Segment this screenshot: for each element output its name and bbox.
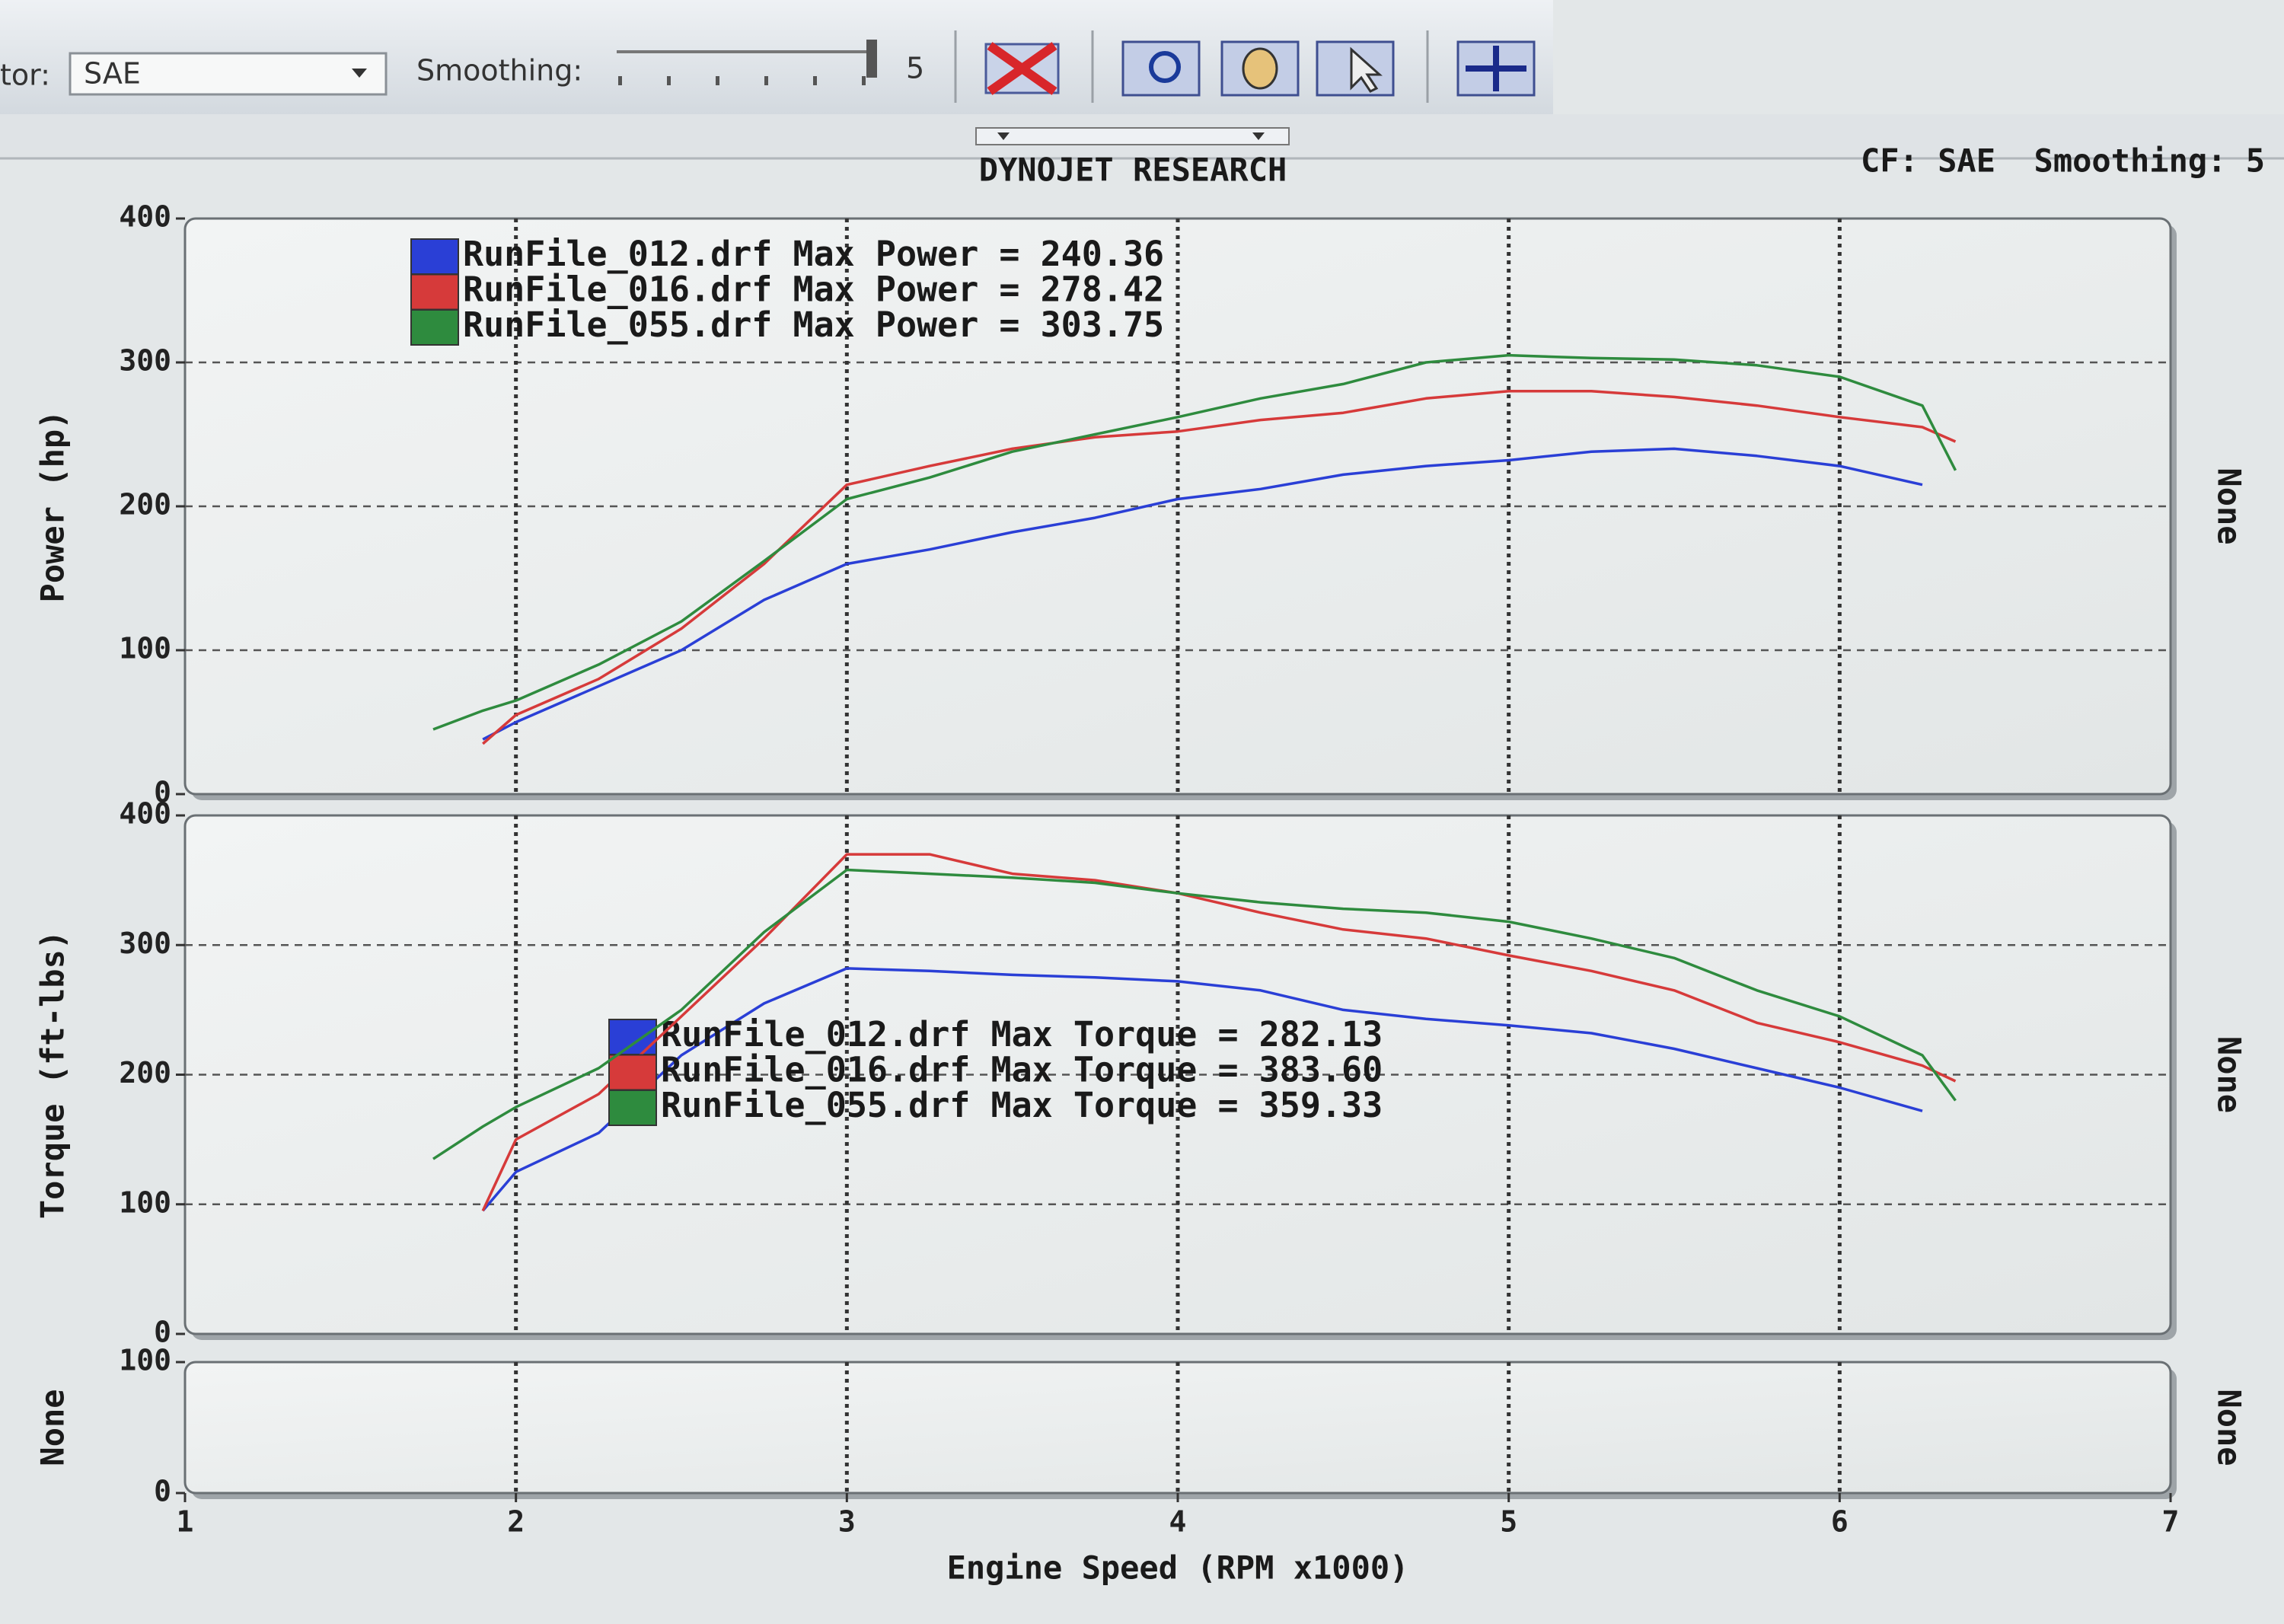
y-axis-label: Torque (ft-lbs): [34, 930, 72, 1219]
series-line: [482, 447, 1923, 741]
fit-button[interactable]: [1456, 40, 1536, 97]
y2-axis-label: None: [2211, 1389, 2248, 1466]
y-tick-label: 300: [119, 344, 171, 378]
legend-label: RunFile_012.drf Max Power = 240.36: [463, 234, 1164, 274]
select-button[interactable]: [1316, 40, 1395, 97]
legend-swatch: [410, 238, 459, 275]
chart-title: DYNOJET RESEARCH: [979, 152, 1287, 189]
x-tick-label: 3: [838, 1505, 856, 1539]
legend-label: RunFile_012.drf Max Torque = 282.13: [661, 1014, 1383, 1054]
y-tick-label: 300: [119, 927, 171, 960]
smoothing-label: Smoothing:: [416, 54, 582, 88]
legend-label: RunFile_055.drf Max Power = 303.75: [463, 305, 1164, 345]
slider-thumb[interactable]: [866, 40, 877, 78]
x-tick-label: 6: [1831, 1505, 1849, 1539]
collapse-button[interactable]: [975, 127, 1290, 145]
x-axis-label: Engine Speed (RPM x1000): [947, 1549, 1409, 1587]
y-tick-label: 0: [154, 776, 171, 809]
y-tick-label: 0: [154, 1475, 171, 1508]
legend-label: RunFile_016.drf Max Torque = 383.60: [661, 1050, 1383, 1090]
slider-ticks: [618, 76, 866, 85]
zoom-button[interactable]: [1121, 40, 1201, 97]
series-line: [481, 853, 1957, 1212]
y-tick-label: 100: [119, 1185, 171, 1219]
correction-dropdown[interactable]: [69, 52, 388, 96]
series-line: [432, 353, 1957, 731]
legend-swatch: [410, 309, 459, 346]
series-line: [481, 967, 1923, 1212]
y-tick-label: 0: [154, 1316, 171, 1349]
toolbar-label: tor:: [0, 59, 50, 92]
correction-value: SAE: [84, 57, 141, 91]
legend-label: RunFile_016.drf Max Power = 278.42: [463, 270, 1164, 310]
y-axis-label: None: [34, 1389, 72, 1466]
y-tick-label: 400: [119, 200, 171, 234]
y-tick-label: 100: [119, 632, 171, 665]
y-tick-label: 100: [119, 1344, 171, 1377]
legend-swatch: [608, 1019, 657, 1055]
y2-axis-label: None: [2211, 467, 2248, 544]
series-line: [482, 390, 1957, 745]
smoothing-value: 5: [906, 52, 924, 85]
series-line: [432, 868, 1957, 1160]
y-tick-label: 400: [119, 797, 171, 831]
dropdown-arrow: [352, 69, 367, 78]
legend-swatch: [410, 273, 459, 311]
x-tick-label: 1: [177, 1505, 194, 1539]
x-tick-label: 2: [507, 1505, 525, 1539]
chart-info: CF: SAE Smoothing: 5: [1861, 142, 2265, 180]
x-tick-label: 4: [1169, 1505, 1187, 1539]
x-tick-label: 7: [2162, 1505, 2180, 1539]
legend-swatch: [608, 1054, 657, 1091]
legend-label: RunFile_055.drf Max Torque = 359.33: [661, 1085, 1383, 1125]
y2-axis-label: None: [2211, 1036, 2248, 1113]
clear-button[interactable]: [984, 42, 1060, 95]
y-tick-label: 200: [119, 1056, 171, 1090]
x-tick-label: 5: [1500, 1505, 1517, 1539]
legend-swatch: [608, 1090, 657, 1126]
pan-button[interactable]: [1220, 40, 1300, 97]
y-axis-label: Power (hp): [34, 410, 72, 603]
y-tick-label: 200: [119, 488, 171, 522]
